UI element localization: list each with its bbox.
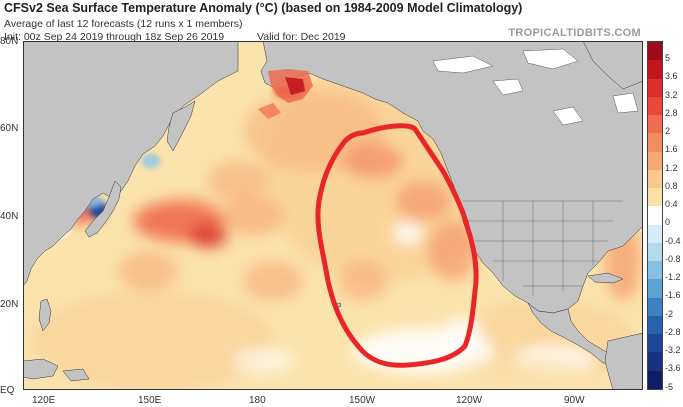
colorbar-tick-label: 1.6 <box>665 144 678 155</box>
colorbar <box>647 41 663 390</box>
bering-warm-anomaly <box>258 69 313 119</box>
lat-label-20n: 20N <box>0 299 19 310</box>
map-frame <box>23 41 643 390</box>
lon-label-150e: 150E <box>138 395 162 406</box>
cuba <box>587 272 624 284</box>
lon-label-90w: 90W <box>564 395 585 406</box>
lon-label-180: 180 <box>249 395 266 406</box>
us-state-borders <box>463 200 623 296</box>
lat-label-60n: 60N <box>0 123 19 134</box>
colorbar-tick-label: -2 <box>665 308 674 319</box>
colorbar-tick-label: -3.2 <box>665 345 681 356</box>
colorbar-segment <box>648 115 662 134</box>
colorbar-segment <box>648 297 662 317</box>
anomaly-field <box>33 61 641 390</box>
highlight-outline <box>315 123 479 368</box>
colorbar-segment <box>648 279 662 299</box>
colorbar-segment <box>648 133 662 153</box>
watermark: TROPICALTIDBITS.COM <box>508 27 641 39</box>
colorbar-tick-label: -1.6 <box>665 290 681 301</box>
lon-label-120e: 120E <box>32 395 56 406</box>
colorbar-tick-label: 0.4 <box>665 199 678 210</box>
colorbar-tick-label: -1.2 <box>665 272 681 283</box>
colorbar-segment <box>648 60 662 79</box>
map-subtitle: Average of last 12 forecasts (12 runs x … <box>4 18 243 30</box>
colorbar-segment <box>648 352 662 372</box>
map-title: CFSv2 Sea Surface Temperature Anomaly (°… <box>4 1 523 15</box>
colorbar-tick-label: 0 <box>665 217 671 228</box>
lon-label-120w: 120W <box>456 395 483 406</box>
colorbar-tick-label: -0.8 <box>665 253 681 264</box>
lat-label-80n: 80N <box>0 36 19 47</box>
colorbar-segment <box>648 42 662 61</box>
colorbar-segment <box>648 370 662 390</box>
arctic-ocean-patches <box>432 48 639 126</box>
colorbar-tick-label: 1.2 <box>665 162 678 173</box>
colorbar-segment <box>648 315 662 335</box>
colorbar-segment <box>648 169 662 189</box>
colorbar-tick-label: -0.4 <box>665 235 681 246</box>
colorbar-segment <box>648 334 662 353</box>
colorbar-tick-label: -3.6 <box>665 363 681 374</box>
colorbar-tick-label: 5 <box>665 53 671 63</box>
indonesia <box>23 358 90 382</box>
sst-anomaly-map <box>23 41 643 390</box>
colorbar-tick-label: 0.8 <box>665 180 678 191</box>
lon-label-150w: 150W <box>349 395 376 406</box>
colorbar-tick-label: 2.8 <box>665 107 678 118</box>
lat-label-40n: 40N <box>0 211 19 222</box>
colorbar-segment <box>648 78 662 98</box>
colorbar-segment <box>648 224 662 244</box>
colorbar-segment <box>648 96 662 116</box>
valid-time: Valid for: Dec 2019 <box>257 31 346 43</box>
colorbar-tick-label: -5 <box>665 381 674 392</box>
greenland <box>582 41 643 90</box>
colorbar-tick-label: 3.6 <box>665 71 678 82</box>
colorbar-tick-label: -2.8 <box>665 326 681 337</box>
init-time: Init: 00z Sep 24 2019 through 18z Sep 26… <box>4 31 225 43</box>
colorbar-tick-label: 2 <box>665 126 671 137</box>
landmass <box>23 41 643 390</box>
south-america <box>604 332 643 390</box>
colorbar-segment <box>648 151 662 171</box>
japan <box>84 180 122 238</box>
lat-label-eq: EQ <box>0 385 15 396</box>
kamchatka <box>166 100 196 152</box>
colorbar-segment <box>648 206 662 226</box>
colorbar-tick-label: 3.2 <box>665 89 678 100</box>
philippines <box>38 298 52 332</box>
colorbar-segment <box>648 188 662 207</box>
colorbar-segment <box>648 242 662 262</box>
colorbar-segment <box>648 261 662 280</box>
